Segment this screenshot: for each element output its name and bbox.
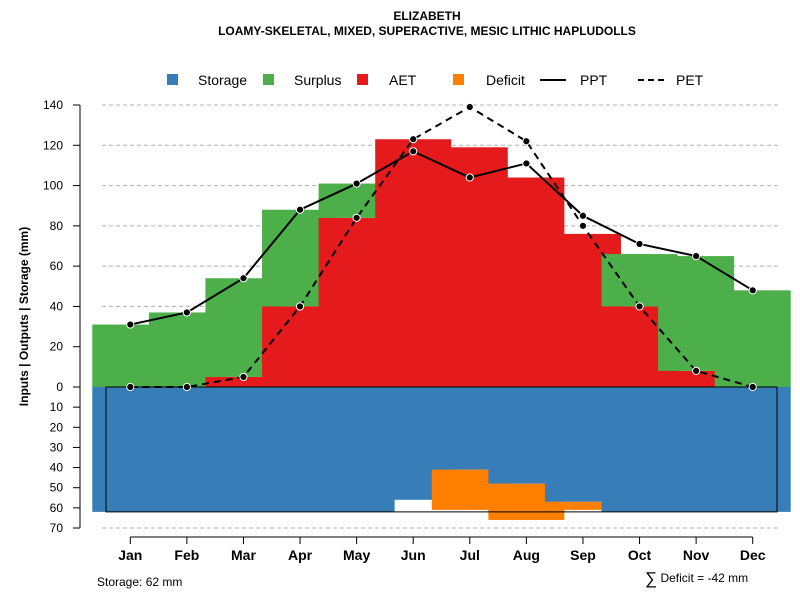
y-tick-label-lower-60: 60 bbox=[50, 501, 64, 515]
y-tick-label-upper-40: 40 bbox=[50, 299, 64, 313]
ppt-point-jan bbox=[126, 320, 135, 329]
chart-title: ELIZABETH bbox=[393, 9, 461, 23]
y-tick-label-upper-100: 100 bbox=[43, 179, 63, 193]
x-tick-label-mar: Mar bbox=[231, 547, 256, 563]
legend-deficit-label: Deficit bbox=[486, 72, 525, 88]
x-tick-label-dec: Dec bbox=[740, 547, 766, 563]
ppt-point-nov bbox=[692, 251, 701, 261]
pet-point-oct bbox=[635, 302, 644, 311]
x-tick-label-aug: Aug bbox=[513, 547, 540, 563]
legend-storage-swatch bbox=[167, 74, 178, 85]
pet-point-mar bbox=[239, 372, 248, 382]
deficit-note: ∑ Deficit = -42 mm bbox=[645, 569, 748, 589]
pet-point-apr bbox=[295, 302, 305, 311]
ppt-point-aug bbox=[522, 159, 531, 168]
x-tick-label-may: May bbox=[343, 547, 370, 563]
legend-aet-swatch bbox=[357, 74, 368, 85]
ppt-point-sep bbox=[578, 211, 588, 220]
storage-bar-dec bbox=[714, 387, 791, 512]
y-tick-label-lower-10: 10 bbox=[50, 400, 64, 414]
legend-pet-line bbox=[638, 79, 664, 81]
deficit-bar-sep bbox=[544, 501, 621, 510]
y-tick-label-upper-60: 60 bbox=[50, 259, 64, 273]
sigma-icon: ∑ bbox=[645, 569, 658, 588]
ppt-point-feb bbox=[182, 308, 191, 317]
y-tick-label-upper-20: 20 bbox=[50, 340, 64, 354]
pet-point-jun bbox=[409, 135, 418, 144]
pet-point-dec bbox=[748, 382, 757, 392]
pet-line bbox=[130, 105, 753, 388]
pet-point-sep bbox=[578, 221, 588, 230]
y-tick-label-lower-50: 50 bbox=[50, 481, 64, 495]
surplus-bar-dec bbox=[714, 290, 791, 387]
x-tick-label-nov: Nov bbox=[683, 547, 710, 563]
deficit-note-text: Deficit = -42 mm bbox=[660, 571, 749, 585]
legend-deficit-swatch bbox=[453, 74, 464, 85]
ppt-line bbox=[130, 150, 754, 326]
legend-surplus-label: Surplus bbox=[294, 72, 342, 88]
y-tick-label-lower-20: 20 bbox=[50, 420, 64, 434]
y-tick-label-lower-30: 30 bbox=[50, 440, 64, 454]
storage-note: Storage: 62 mm bbox=[97, 575, 183, 589]
pet-point-jan bbox=[126, 382, 135, 392]
legend-storage-label: Storage bbox=[198, 72, 248, 88]
x-tick-label-jun: Jun bbox=[401, 547, 426, 563]
aet-bar-mar bbox=[205, 376, 282, 387]
y-axis-title: Inputs | Outputs | Storage (mm) bbox=[17, 227, 31, 406]
ppt-point-oct bbox=[635, 239, 644, 249]
pet-point-may bbox=[352, 213, 361, 222]
legend-ppt-line bbox=[540, 79, 566, 81]
y-tick-label-lower-40: 40 bbox=[50, 461, 64, 475]
ppt-point-may bbox=[352, 179, 361, 188]
legend-surplus-swatch bbox=[263, 74, 274, 85]
legend-ppt-label: PPT bbox=[580, 72, 608, 88]
x-tick-label-jul: Jul bbox=[460, 547, 480, 563]
pet-point-jul bbox=[465, 102, 474, 112]
pet-point-nov bbox=[692, 366, 701, 375]
chart-subtitle: LOAMY-SKELETAL, MIXED, SUPERACTIVE, MESI… bbox=[218, 24, 636, 38]
legend-aet-label: AET bbox=[389, 72, 417, 88]
x-tick-label-jan: Jan bbox=[118, 547, 142, 563]
y-tick-label-upper-0: 0 bbox=[56, 380, 63, 394]
legend-pet-label: PET bbox=[676, 72, 704, 88]
pet-point-feb bbox=[182, 382, 191, 392]
y-tick-label-upper-120: 120 bbox=[43, 138, 63, 152]
ppt-point-mar bbox=[239, 274, 248, 283]
x-tick-label-sep: Sep bbox=[570, 547, 596, 563]
ppt-point-dec bbox=[748, 286, 757, 295]
y-tick-label-upper-80: 80 bbox=[50, 219, 64, 233]
y-tick-label-lower-70: 70 bbox=[50, 521, 64, 535]
pet-point-aug bbox=[522, 137, 531, 146]
y-tick-label-upper-140: 140 bbox=[43, 98, 63, 112]
x-tick-label-oct: Oct bbox=[628, 547, 652, 563]
ppt-point-apr bbox=[295, 205, 305, 214]
ppt-point-jun bbox=[409, 147, 418, 156]
ppt-point-jul bbox=[465, 173, 474, 182]
x-tick-label-feb: Feb bbox=[174, 547, 199, 563]
x-tick-label-apr: Apr bbox=[288, 547, 313, 563]
